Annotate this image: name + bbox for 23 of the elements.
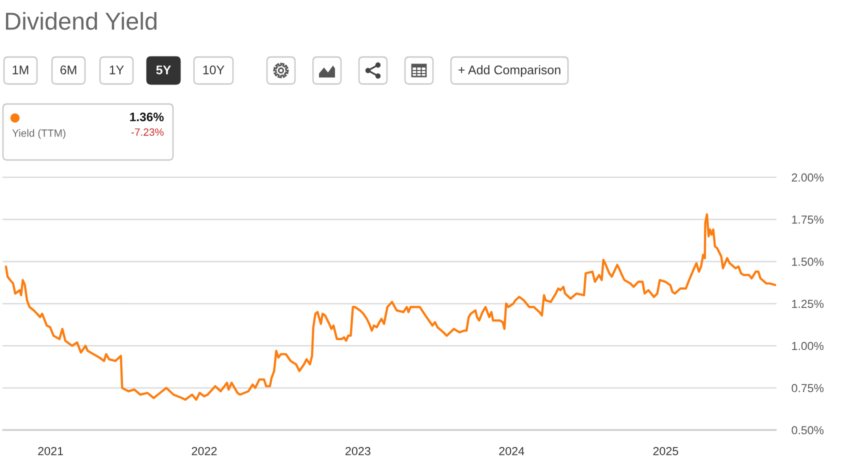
y-tick-label: 1.00% [792, 342, 824, 350]
text: 5Y [156, 66, 171, 74]
text: Yield (TTM) [12, 129, 66, 139]
text: + Add Comparison [458, 65, 560, 77]
y-tick-label: 0.75% [792, 384, 824, 392]
text: 1Y [110, 66, 124, 74]
text: 10Y [203, 66, 224, 74]
x-tick-label: 2022 [192, 446, 217, 456]
x-tick-label: 2025 [653, 446, 678, 456]
y-tick-label: 0.50% [792, 426, 824, 434]
chart-title: Dividend Yield [6, 12, 156, 30]
x-tick-label: 2024 [499, 446, 524, 456]
y-tick-label: 2.00% [792, 173, 824, 182]
y-tick-label: 1.50% [792, 258, 824, 266]
y-tick-label: 1.25% [792, 300, 824, 308]
y-tick-label: 1.75% [792, 216, 824, 224]
text: 6M [60, 66, 76, 74]
x-tick-label: 2021 [38, 446, 63, 456]
text: 1M [12, 66, 28, 74]
line-series [4, 213, 776, 401]
text: -7.23% [131, 128, 164, 136]
x-tick-label: 2023 [346, 446, 370, 456]
text: 1.36% [130, 112, 164, 122]
